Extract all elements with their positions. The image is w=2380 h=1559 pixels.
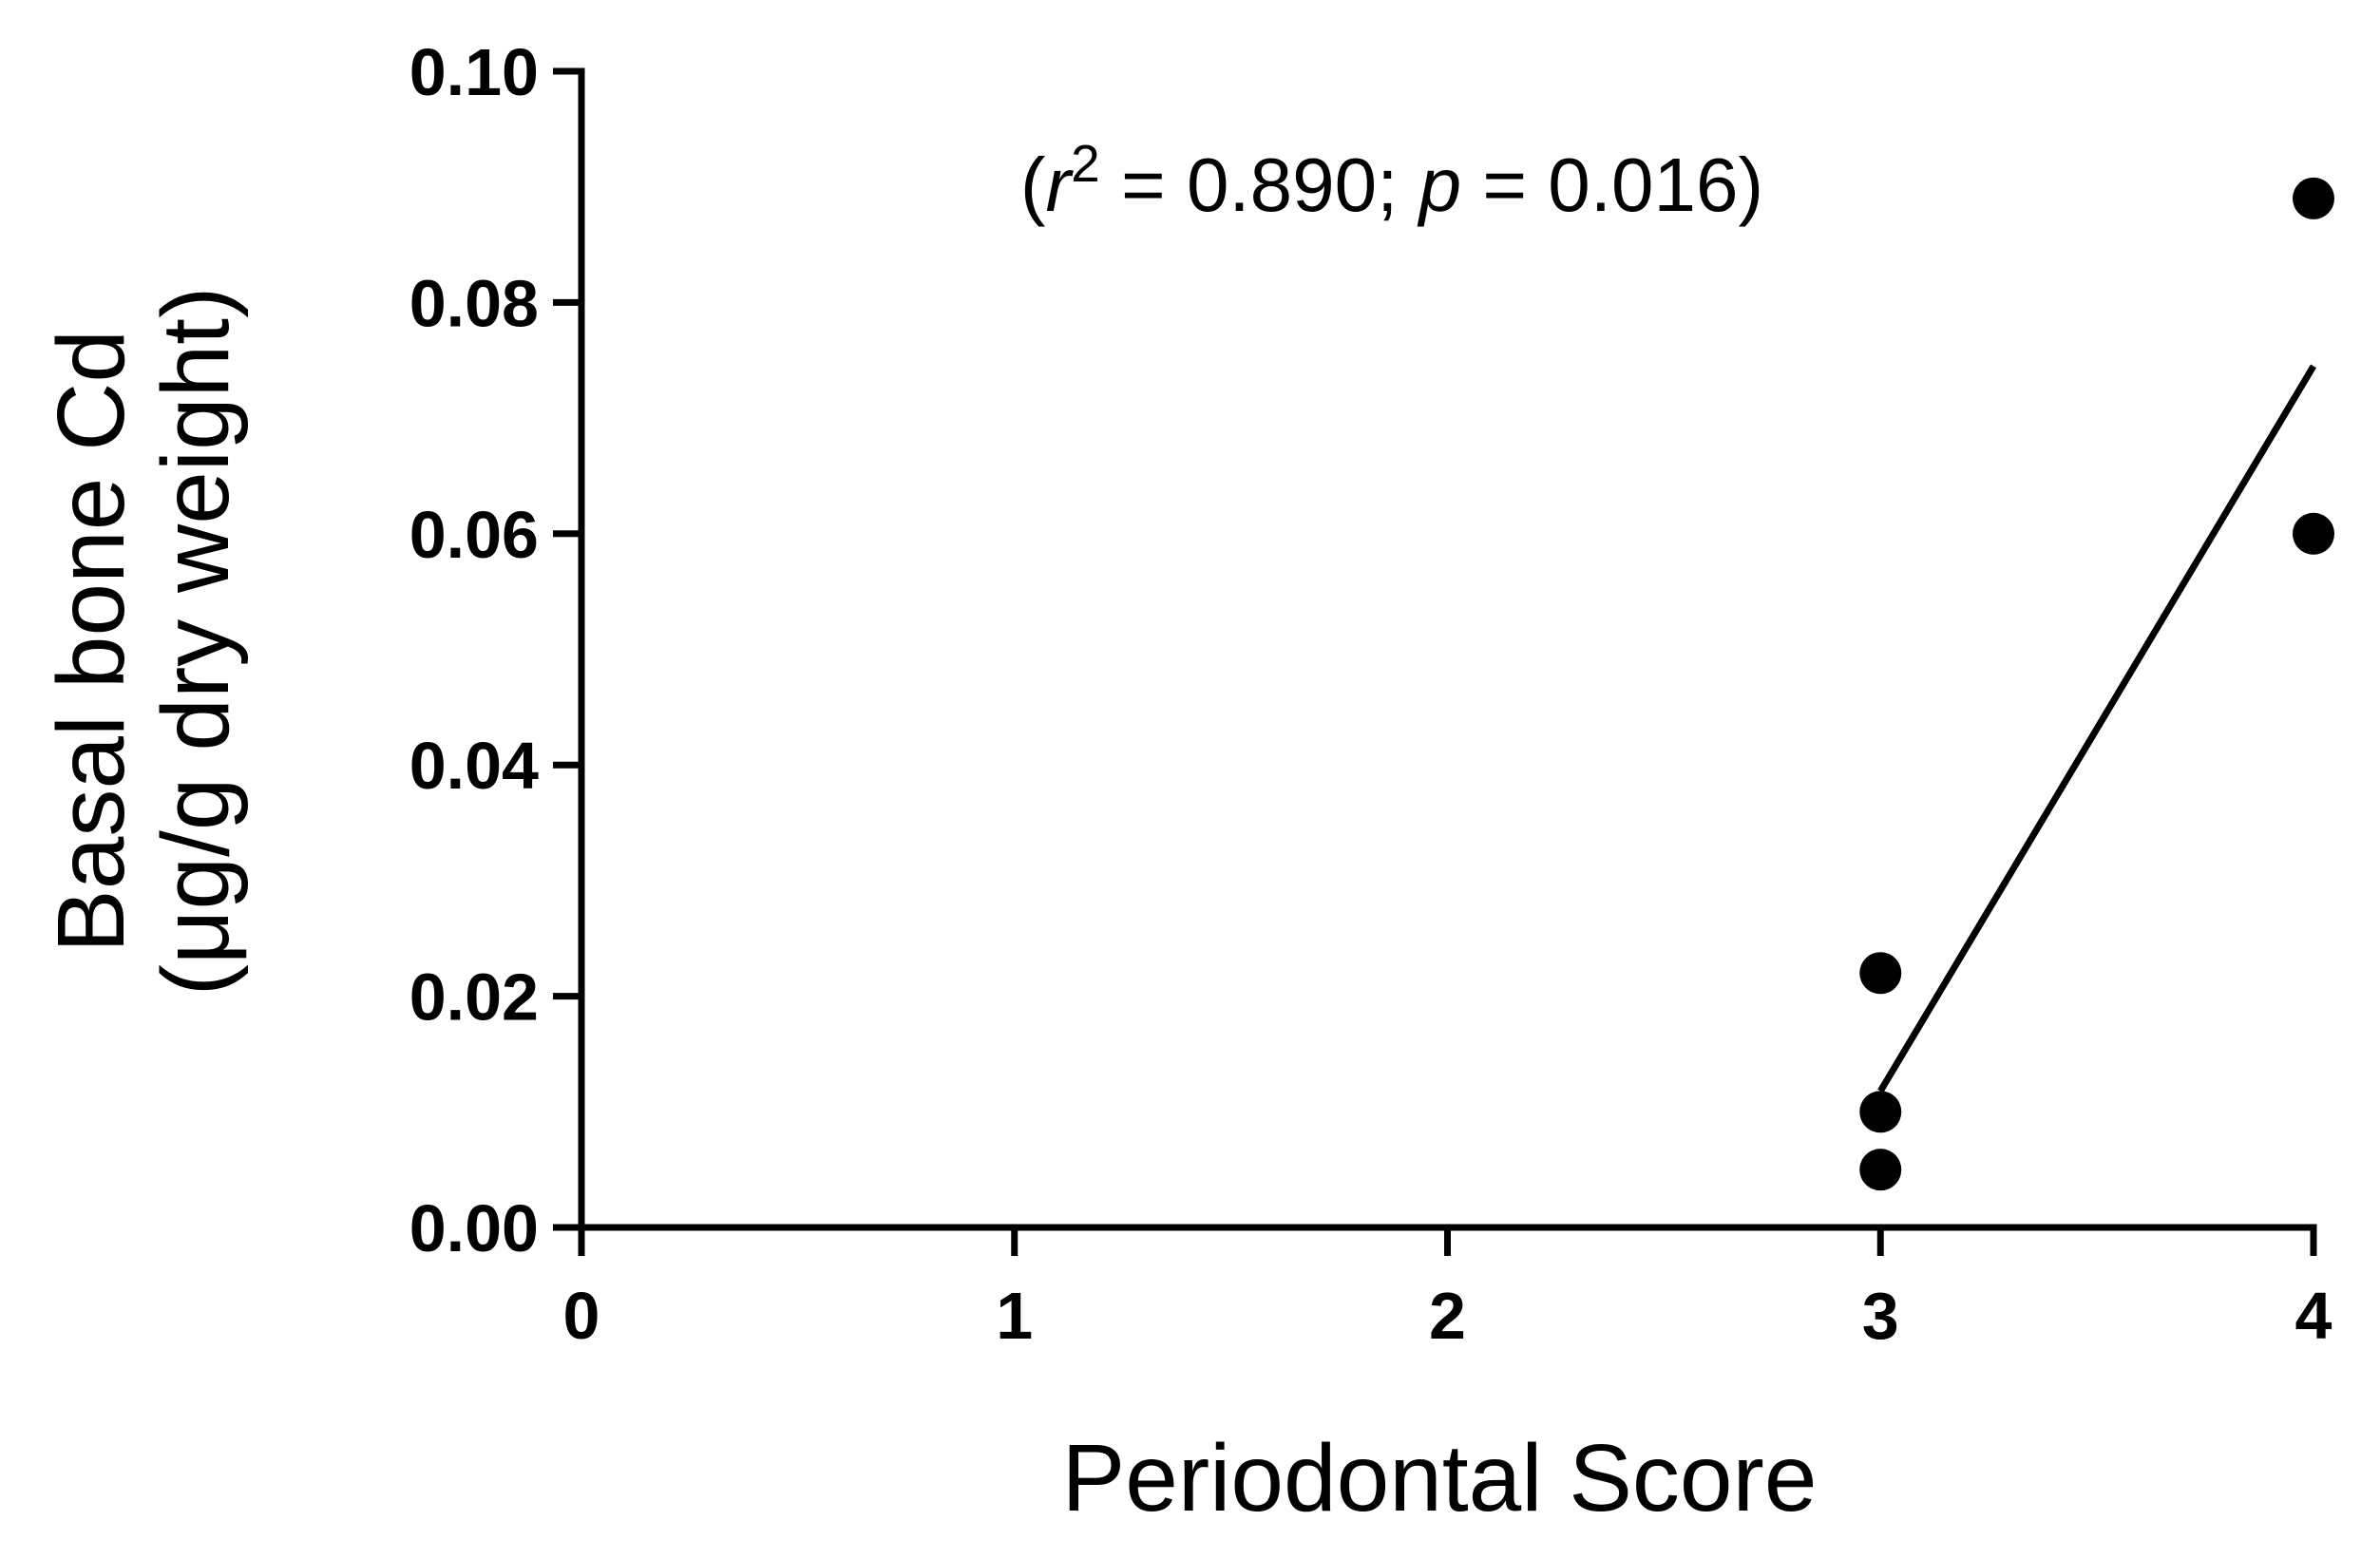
data-point (2293, 177, 2334, 219)
x-tick-label: 4 (2295, 1279, 2332, 1353)
regression-line-group (1877, 364, 2317, 1093)
data-point (1859, 1091, 1902, 1133)
y-axis-title-line1: Basal bone Cd (38, 330, 144, 953)
y-axis-title-line2: (μg/g dry weight) (143, 287, 249, 997)
y-tick-label: 0.06 (409, 498, 539, 572)
data-point (1859, 952, 1902, 995)
x-axis-ticks: 0 1 2 3 4 (563, 1227, 2332, 1353)
data-points (1859, 177, 2334, 1191)
stats-annotation: (r2 = 0.890; p = 0.016) (1020, 134, 1763, 227)
axes (578, 67, 2317, 1231)
x-tick-label: 2 (1429, 1279, 1466, 1353)
y-tick-label: 0.00 (409, 1191, 539, 1265)
y-tick-label: 0.04 (409, 729, 539, 803)
x-tick-label: 3 (1862, 1279, 1899, 1353)
y-tick-label: 0.08 (409, 266, 539, 340)
data-point (1859, 1149, 1902, 1191)
y-tick-label: 0.10 (409, 35, 539, 109)
y-tick-label: 0.02 (409, 960, 539, 1035)
x-tick-label: 0 (563, 1279, 600, 1353)
x-axis-title: Periodontal Score (1062, 1425, 1818, 1531)
y-axis-title: Basal bone Cd (μg/g dry weight) (38, 287, 249, 997)
x-tick-label: 1 (996, 1279, 1033, 1353)
y-axis-ticks: 0.00 0.02 0.04 0.06 0.08 0.10 (409, 35, 581, 1265)
regression-line (1877, 364, 2317, 1093)
data-point (2293, 512, 2334, 555)
